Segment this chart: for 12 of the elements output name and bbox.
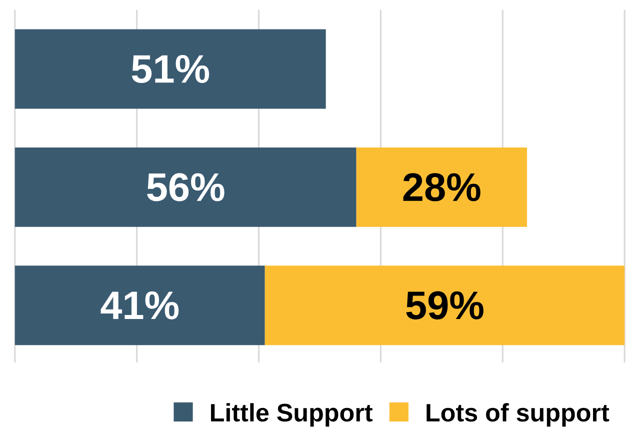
data-label: 59% [406,291,484,320]
data-label: 28% [403,173,480,202]
legend-label: Lots of support [426,403,610,427]
data-label: 56% [147,173,224,202]
bar [264,266,625,346]
legend-label: Little Support [211,403,373,427]
data-label: 41% [100,291,179,320]
data-label: 51% [132,55,210,84]
bar [356,148,528,227]
bar [14,148,356,227]
bar [14,266,265,346]
bar [14,29,326,109]
